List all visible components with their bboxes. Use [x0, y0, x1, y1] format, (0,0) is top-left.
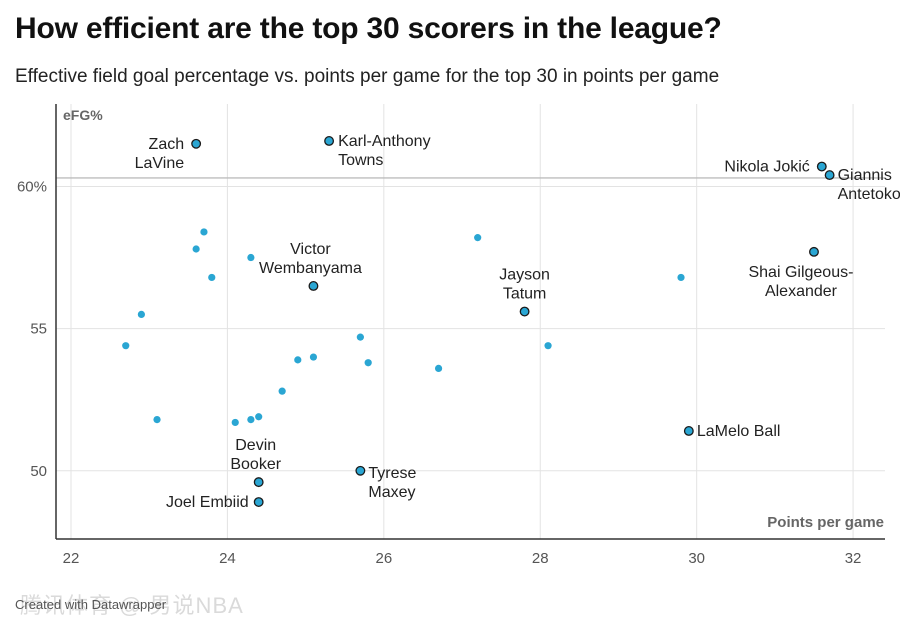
footer-credit[interactable]: Created with Datawrapper — [15, 597, 167, 612]
data-point[interactable] — [247, 415, 255, 424]
x-tick-label: 22 — [63, 550, 80, 567]
point-layer — [122, 136, 835, 507]
x-tick-label: 32 — [845, 550, 862, 567]
highlighted-data-point[interactable] — [308, 281, 319, 291]
y-tick-label: 60% — [17, 178, 47, 195]
data-point[interactable] — [137, 310, 145, 318]
x-tick-label: 24 — [219, 550, 236, 567]
y-tick-label: 55 — [30, 321, 47, 338]
point-label: Karl-Anthony Towns — [338, 133, 431, 169]
data-point[interactable] — [247, 253, 255, 262]
x-tick-label: 26 — [375, 550, 392, 567]
data-point[interactable] — [231, 418, 239, 427]
point-label: Devin Booker — [230, 437, 281, 473]
chart-subtitle: Effective field goal percentage vs. poin… — [15, 66, 720, 87]
point-label: Zach LaVine — [135, 136, 185, 172]
data-point[interactable] — [544, 342, 552, 350]
label-layer: Zach LaVine Karl-Anthony Towns Nikola Jokić G… — [135, 133, 900, 511]
data-point[interactable] — [294, 356, 302, 364]
point-label: GiannisAntetokounmpo — [838, 167, 900, 203]
data-point[interactable] — [356, 333, 364, 341]
highlighted-data-point[interactable] — [253, 477, 264, 488]
x-axis-title: Points per game — [767, 514, 884, 531]
chart-title: How efficient are the top 30 scorers in … — [15, 12, 722, 45]
highlighted-data-point[interactable] — [324, 136, 335, 146]
point-label: Joel Embiid — [166, 494, 249, 511]
axis-layer: 22 24 26 28 30 32 50 55 60% eFG% Points per game — [17, 104, 885, 567]
point-label: Jayson Tatum — [499, 267, 550, 303]
point-label: LaMelo Ball — [697, 423, 781, 440]
data-point[interactable] — [434, 364, 443, 373]
highlighted-data-point[interactable] — [809, 246, 819, 257]
data-point[interactable] — [122, 342, 130, 350]
highlighted-data-point[interactable] — [519, 306, 530, 317]
data-point[interactable] — [677, 273, 685, 282]
y-axis-title: eFG% — [63, 107, 103, 123]
data-point[interactable] — [192, 245, 200, 253]
point-label: Victor Wembanyama — [259, 241, 362, 277]
watermark: 腾讯体育 @ 男说NBA — [20, 593, 244, 618]
point-label: Tyrese Maxey — [368, 465, 416, 501]
highlighted-data-point[interactable] — [683, 426, 694, 436]
data-point[interactable] — [255, 413, 263, 421]
point-label: Shai Gilgeous-Alexander — [748, 264, 853, 300]
highlighted-data-point[interactable] — [253, 497, 264, 507]
y-tick-label: 50 — [30, 463, 47, 480]
data-point[interactable] — [153, 415, 161, 424]
x-tick-label: 30 — [688, 550, 705, 567]
point-label: Nikola Jokić — [724, 159, 809, 176]
highlighted-data-point[interactable] — [824, 170, 835, 181]
x-tick-label: 28 — [532, 550, 549, 567]
data-point[interactable] — [208, 273, 216, 282]
data-point[interactable] — [364, 359, 372, 367]
data-point[interactable] — [278, 387, 286, 395]
highlighted-data-point[interactable] — [191, 138, 202, 149]
highlighted-data-point[interactable] — [355, 465, 366, 476]
grid-layer — [56, 104, 885, 539]
data-point[interactable] — [474, 234, 482, 242]
data-point[interactable] — [309, 353, 318, 361]
highlighted-data-point[interactable] — [816, 161, 827, 172]
data-point[interactable] — [200, 228, 208, 236]
